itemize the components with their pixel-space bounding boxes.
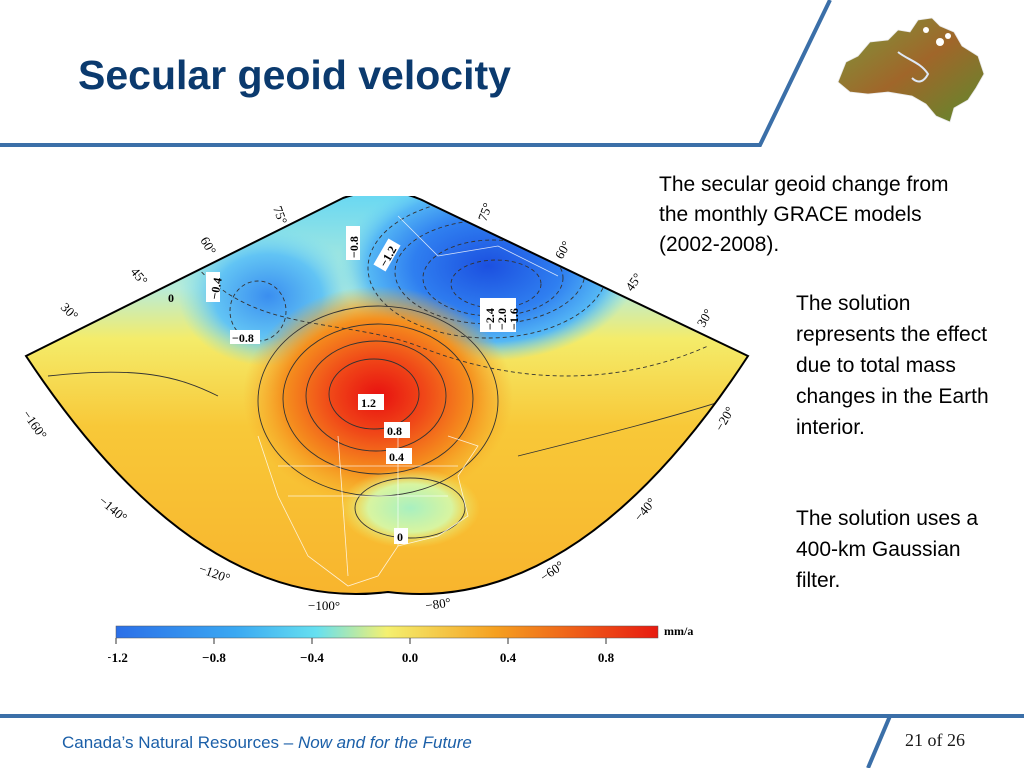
contour-label: −1.6 bbox=[507, 308, 521, 330]
lon-label: −120° bbox=[197, 561, 232, 586]
lat-label: 75° bbox=[270, 204, 290, 226]
lon-label: −100° bbox=[308, 598, 340, 613]
contour-label: 0 bbox=[397, 530, 403, 544]
colorbar-tick: −1.2 bbox=[108, 650, 128, 665]
footer-rule bbox=[0, 714, 1024, 768]
solution-text: The solution represents the effect due t… bbox=[796, 292, 989, 439]
lat-label: 75° bbox=[475, 201, 495, 223]
lat-label: 45° bbox=[128, 264, 151, 288]
canada-map-logo bbox=[837, 17, 985, 123]
lat-label: 60° bbox=[552, 238, 574, 261]
geoid-velocity-map: −0.8 −1.2 −0.4 0 −0.8 −2.4 −2.0 −1.6 1.2… bbox=[20, 196, 750, 613]
colorbar-tick: 0.4 bbox=[500, 650, 517, 665]
contour-label: −0.4 bbox=[207, 277, 225, 301]
lat-label: 60° bbox=[197, 234, 219, 257]
lon-label: −160° bbox=[20, 407, 51, 442]
slide-title: Secular geoid velocity bbox=[78, 52, 511, 98]
colorbar: mm/a −1.2 −0.8 −0.4 0.0 0.4 0.8 bbox=[108, 624, 693, 665]
contour-label: −2.4 bbox=[483, 308, 497, 330]
lon-label: −40° bbox=[631, 495, 659, 524]
colorbar-tick: −0.8 bbox=[202, 650, 226, 665]
footer-org-name: Canada’s Natural Resources – bbox=[62, 733, 298, 752]
footer-org: Canada’s Natural Resources – Now and for… bbox=[62, 733, 472, 753]
contour-label: −2.0 bbox=[495, 308, 509, 330]
contour-label: 0.8 bbox=[387, 424, 402, 438]
lon-label: −80° bbox=[424, 595, 451, 613]
header-rule bbox=[0, 0, 832, 147]
lat-label: 30° bbox=[694, 306, 716, 329]
description-text: The secular geoid change from the monthl… bbox=[659, 173, 949, 256]
lat-label: 30° bbox=[58, 300, 81, 323]
colorbar-unit: mm/a bbox=[664, 624, 693, 638]
colorbar-tick: 0.8 bbox=[598, 650, 615, 665]
lon-label: −20° bbox=[712, 404, 738, 434]
contour-label: −0.8 bbox=[232, 331, 254, 345]
contour-label: 0 bbox=[168, 291, 174, 305]
filter-text: The solution uses a 400-km Gaussian filt… bbox=[796, 507, 979, 592]
contour-label: 0.4 bbox=[389, 450, 404, 464]
contour-label: 1.2 bbox=[361, 396, 376, 410]
lat-label: 45° bbox=[622, 270, 645, 294]
footer-tagline: Now and for the Future bbox=[297, 733, 472, 752]
contour-label: −0.8 bbox=[347, 236, 361, 258]
colorbar-tick: −0.4 bbox=[300, 650, 324, 665]
colorbar-tick: 0.0 bbox=[402, 650, 418, 665]
lon-label: −140° bbox=[96, 493, 130, 525]
page-number: 21 of 26 bbox=[905, 730, 965, 750]
